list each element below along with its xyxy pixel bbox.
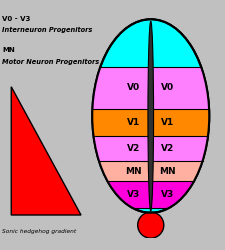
Text: V0 - V3: V0 - V3 bbox=[2, 16, 31, 22]
Text: Interneuron Progenitors: Interneuron Progenitors bbox=[2, 27, 93, 33]
Bar bbox=[81, 109, 220, 136]
Text: Sonic hedgehog gradient: Sonic hedgehog gradient bbox=[2, 229, 76, 234]
Text: V0: V0 bbox=[127, 84, 140, 92]
Bar bbox=[81, 161, 220, 181]
Text: V3: V3 bbox=[161, 190, 174, 199]
Text: V1: V1 bbox=[127, 118, 140, 127]
Circle shape bbox=[138, 212, 164, 238]
Text: V3: V3 bbox=[127, 190, 140, 199]
Text: MN: MN bbox=[126, 167, 142, 176]
Text: MN: MN bbox=[2, 48, 15, 54]
Polygon shape bbox=[11, 87, 81, 215]
Ellipse shape bbox=[148, 21, 153, 211]
Text: V0: V0 bbox=[161, 84, 174, 92]
Bar bbox=[81, 66, 220, 109]
Ellipse shape bbox=[92, 19, 209, 213]
Bar bbox=[81, 181, 220, 208]
Text: MN: MN bbox=[159, 167, 176, 176]
Text: Motor Neuron Progenitors: Motor Neuron Progenitors bbox=[2, 58, 99, 65]
Bar bbox=[81, 136, 220, 161]
Text: V2: V2 bbox=[161, 144, 174, 153]
Text: V2: V2 bbox=[127, 144, 140, 153]
Text: V1: V1 bbox=[161, 118, 174, 127]
